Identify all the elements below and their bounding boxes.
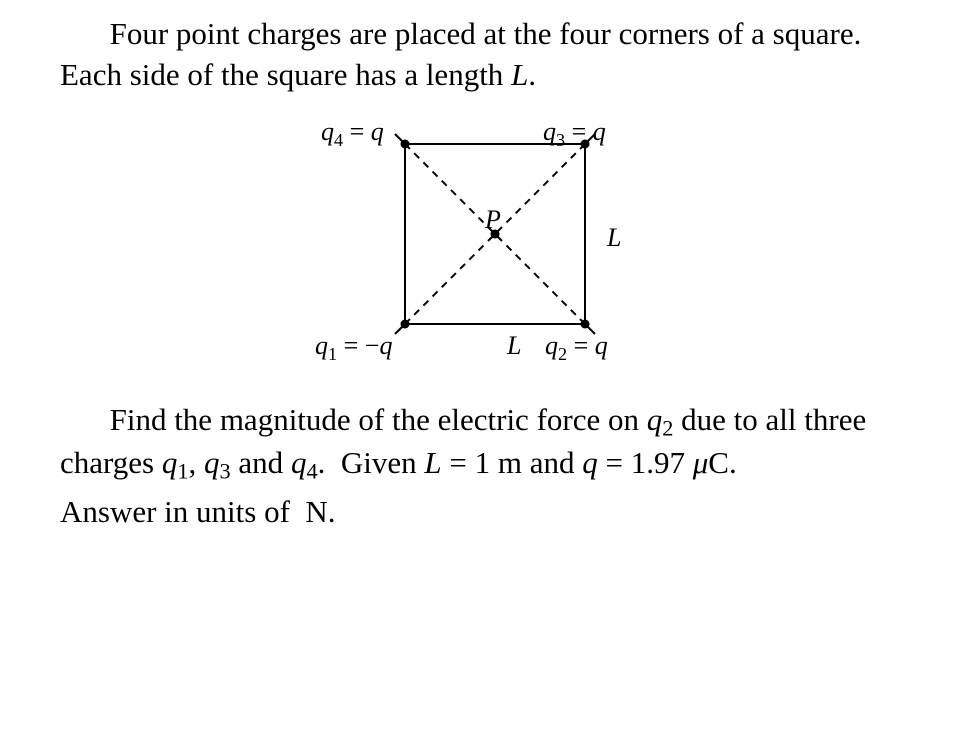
- svg-text:q3 = q: q3 = q: [543, 117, 606, 150]
- svg-text:P: P: [484, 205, 501, 234]
- answer-units-line: Answer in units of N.: [60, 492, 894, 533]
- svg-text:q1 = −q: q1 = −q: [315, 331, 392, 364]
- svg-text:L: L: [506, 331, 521, 360]
- problem-statement-paragraph-2: Find the magnitude of the electric force…: [60, 400, 894, 486]
- svg-text:q4 = q: q4 = q: [321, 117, 384, 150]
- problem-statement-paragraph-1: Four point charges are placed at the fou…: [60, 14, 894, 96]
- charge-square-diagram: P L Lq4 = q q3 = q q1 = −q q2 = q: [60, 106, 894, 386]
- svg-text:L: L: [606, 223, 621, 252]
- svg-text:q2 = q: q2 = q: [545, 331, 608, 364]
